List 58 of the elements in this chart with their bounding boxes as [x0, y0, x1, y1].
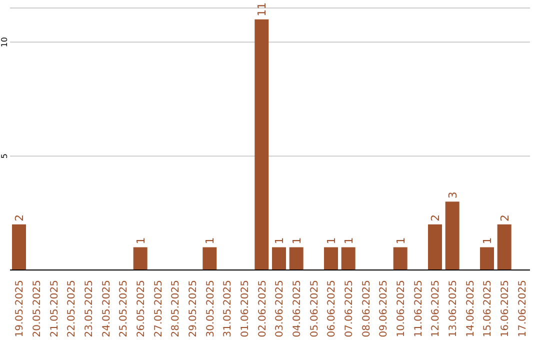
x-tick-label: 10.06.2025	[396, 280, 407, 338]
x-tick-label: 07.06.2025	[344, 280, 355, 338]
x-tick-label: 17.06.2025	[517, 280, 528, 338]
x-tick-label: 28.05.2025	[170, 280, 182, 338]
x-tick-label: 14.06.2025	[465, 280, 476, 338]
bar	[445, 202, 460, 270]
x-tick-label: 30.05.2025	[205, 280, 216, 338]
x-tick-label: 20.05.2025	[32, 280, 43, 338]
x-tick-label: 21.05.2025	[49, 280, 60, 338]
bar	[254, 19, 269, 270]
x-tick-label: 09.06.2025	[378, 280, 390, 338]
x-tick-label: 25.05.2025	[118, 280, 130, 338]
x-tick-label: 12.06.2025	[430, 280, 442, 338]
bar	[393, 247, 408, 270]
data-label: 1	[342, 237, 356, 244]
x-tick-label: 06.06.2025	[326, 280, 338, 338]
x-tick-label: 05.06.2025	[309, 280, 320, 338]
x-tick-label: 04.06.2025	[292, 280, 303, 338]
x-tick-label: 22.05.2025	[66, 280, 78, 338]
data-label: 3	[446, 192, 460, 199]
x-tick-label: 26.05.2025	[136, 280, 147, 338]
x-tick-label: 08.06.2025	[361, 280, 372, 338]
bar	[480, 247, 494, 270]
bar	[324, 247, 338, 270]
x-tick-label: 01.06.2025	[240, 280, 251, 338]
x-tick-label: 16.06.2025	[500, 280, 511, 338]
bar	[497, 224, 512, 270]
x-tick-label: 13.06.2025	[448, 280, 459, 338]
bar	[272, 247, 286, 270]
x-tick-label: 11.06.2025	[413, 280, 424, 338]
x-tick-label: 02.06.2025	[257, 280, 268, 338]
x-tick-label: 15.06.2025	[482, 280, 494, 338]
bar	[341, 247, 356, 270]
x-tick-label: 29.05.2025	[188, 280, 199, 338]
bar	[202, 247, 217, 270]
data-label: 2	[429, 214, 442, 222]
y-tick-label: 5	[0, 154, 9, 159]
x-tick-label: 24.05.2025	[101, 280, 112, 338]
data-label: 1	[204, 237, 217, 244]
data-label: 11	[256, 2, 269, 16]
data-label: 1	[273, 237, 286, 244]
data-label: 1	[481, 237, 494, 244]
data-label: 1	[394, 237, 408, 244]
data-label: 2	[13, 214, 26, 222]
bar	[12, 224, 26, 270]
data-label: 1	[134, 237, 148, 244]
data-label: 1	[325, 237, 338, 244]
y-tick-label: 10	[0, 37, 9, 48]
x-tick-label: 23.05.2025	[84, 280, 95, 338]
data-label: 1	[290, 237, 304, 244]
bar	[289, 247, 304, 270]
x-tick-label: 03.06.2025	[274, 280, 286, 338]
x-tick-label: 27.05.2025	[153, 280, 164, 338]
x-tick-label: 19.05.2025	[14, 280, 26, 338]
data-label: 2	[498, 214, 512, 222]
x-tick-label: 31.05.2025	[222, 280, 234, 338]
bar	[428, 224, 442, 270]
bar	[133, 247, 148, 270]
